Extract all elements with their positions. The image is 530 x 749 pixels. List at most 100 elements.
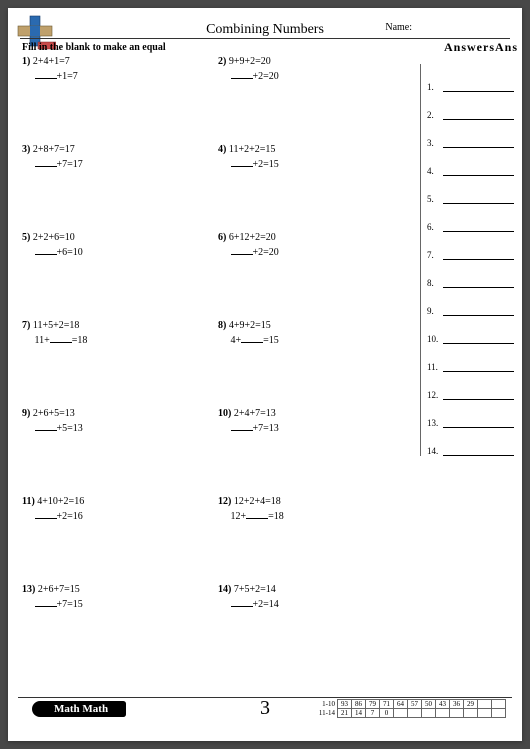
problem-blank-line: 12+=18 bbox=[218, 509, 414, 524]
problem-item: 5) 2+2+6=10 +6=10 bbox=[22, 230, 218, 318]
answer-blank[interactable] bbox=[231, 245, 253, 255]
answer-blank[interactable] bbox=[35, 69, 57, 79]
answer-slot-number: 5. bbox=[427, 194, 441, 204]
answer-blank[interactable] bbox=[231, 421, 253, 431]
answer-blank[interactable] bbox=[241, 333, 263, 343]
problem-item: 11) 4+10+2=16 +2=16 bbox=[22, 494, 218, 582]
problem-blank-line: +6=10 bbox=[22, 245, 218, 260]
answer-slot-line[interactable] bbox=[443, 166, 514, 176]
answer-slot-line[interactable] bbox=[443, 194, 514, 204]
answer-slot: 3. bbox=[427, 120, 514, 148]
score-cell: 36 bbox=[450, 700, 464, 709]
answer-slot: 2. bbox=[427, 92, 514, 120]
answer-slot-line[interactable] bbox=[443, 306, 514, 316]
answer-slot-line[interactable] bbox=[443, 334, 514, 344]
score-grid: 1-109386797164575043362911-14211470 bbox=[316, 699, 507, 718]
score-cell: 14 bbox=[352, 709, 366, 718]
problem-equation: 9) 2+6+5=13 bbox=[22, 406, 218, 421]
answer-slot-number: 10. bbox=[427, 334, 441, 344]
answer-slot-number: 1. bbox=[427, 82, 441, 92]
answer-slot: 1. bbox=[427, 64, 514, 92]
problem-equation: 12) 12+2+4=18 bbox=[218, 494, 414, 509]
score-cell bbox=[450, 709, 464, 718]
problem-equation: 14) 7+5+2=14 bbox=[218, 582, 414, 597]
problem-number: 3) bbox=[22, 142, 30, 157]
answer-slot-number: 3. bbox=[427, 138, 441, 148]
answer-slot-number: 2. bbox=[427, 110, 441, 120]
score-cell bbox=[464, 709, 478, 718]
problem-number: 8) bbox=[218, 318, 226, 333]
answer-slot-line[interactable] bbox=[443, 362, 514, 372]
answer-slot-number: 9. bbox=[427, 306, 441, 316]
answer-slot-number: 13. bbox=[427, 418, 441, 428]
answer-slot: 12. bbox=[427, 372, 514, 400]
score-cell bbox=[408, 709, 422, 718]
header-rule bbox=[20, 38, 510, 39]
answer-blank[interactable] bbox=[231, 597, 253, 607]
problem-equation: 3) 2+8+7=17 bbox=[22, 142, 218, 157]
answer-slot-line[interactable] bbox=[443, 446, 514, 456]
answer-slot-number: 4. bbox=[427, 166, 441, 176]
answer-blank[interactable] bbox=[50, 333, 72, 343]
problem-equation: 6) 6+12+2=20 bbox=[218, 230, 414, 245]
score-cell: 71 bbox=[380, 700, 394, 709]
problem-number: 14) bbox=[218, 582, 231, 597]
problem-blank-line: +1=7 bbox=[22, 69, 218, 84]
problem-equation: 7) 11+5+2=18 bbox=[22, 318, 218, 333]
problem-equation: 11) 4+10+2=16 bbox=[22, 494, 218, 509]
answer-blank[interactable] bbox=[246, 509, 268, 519]
score-cell: 0 bbox=[380, 709, 394, 718]
instruction-text: Fill in the blank to make an equal bbox=[22, 42, 166, 53]
answer-slot-line[interactable] bbox=[443, 278, 514, 288]
problem-item: 9) 2+6+5=13 +5=13 bbox=[22, 406, 218, 494]
answer-slot-number: 14. bbox=[427, 446, 441, 456]
answer-blank[interactable] bbox=[35, 509, 57, 519]
problem-equation: 13) 2+6+7=15 bbox=[22, 582, 218, 597]
answer-slot-line[interactable] bbox=[443, 418, 514, 428]
problem-number: 7) bbox=[22, 318, 30, 333]
problem-number: 10) bbox=[218, 406, 231, 421]
answer-slot-line[interactable] bbox=[443, 138, 514, 148]
answer-blank[interactable] bbox=[35, 245, 57, 255]
answer-slot: 8. bbox=[427, 260, 514, 288]
answer-slot: 14. bbox=[427, 428, 514, 456]
problem-blank-line: +7=15 bbox=[22, 597, 218, 612]
score-row-label: 11-14 bbox=[316, 709, 338, 718]
answer-slot-line[interactable] bbox=[443, 222, 514, 232]
problem-number: 6) bbox=[218, 230, 226, 245]
problem-equation: 8) 4+9+2=15 bbox=[218, 318, 414, 333]
answer-blank[interactable] bbox=[231, 69, 253, 79]
answer-slot: 6. bbox=[427, 204, 514, 232]
score-cell: 50 bbox=[422, 700, 436, 709]
answer-blank[interactable] bbox=[231, 157, 253, 167]
problem-blank-line: +2=16 bbox=[22, 509, 218, 524]
answer-slot: 9. bbox=[427, 288, 514, 316]
problem-equation: 1) 2+4+1=7 bbox=[22, 54, 218, 69]
answer-blank[interactable] bbox=[35, 421, 57, 431]
answer-slot: 4. bbox=[427, 148, 514, 176]
score-cell bbox=[478, 709, 492, 718]
answer-slot: 5. bbox=[427, 176, 514, 204]
answer-slot-line[interactable] bbox=[443, 82, 514, 92]
answer-slot-line[interactable] bbox=[443, 110, 514, 120]
score-cell: 93 bbox=[338, 700, 352, 709]
answer-blank[interactable] bbox=[35, 157, 57, 167]
name-label: Name: bbox=[385, 22, 412, 33]
problem-item: 3) 2+8+7=17 +7=17 bbox=[22, 142, 218, 230]
footer-badge: Math Math bbox=[32, 701, 126, 717]
answer-slot-line[interactable] bbox=[443, 250, 514, 260]
footer: Math Math 3 1-109386797164575043362911-1… bbox=[18, 697, 512, 721]
answer-slot-number: 8. bbox=[427, 278, 441, 288]
score-cell: 79 bbox=[366, 700, 380, 709]
worksheet-title: Combining Numbers bbox=[8, 8, 522, 38]
score-cell bbox=[478, 700, 492, 709]
answer-slot-number: 6. bbox=[427, 222, 441, 232]
problem-item: 12) 12+2+4=18 12+=18 bbox=[218, 494, 414, 582]
answer-slot-number: 12. bbox=[427, 390, 441, 400]
problem-blank-line: +2=20 bbox=[218, 69, 414, 84]
answer-blank[interactable] bbox=[35, 597, 57, 607]
problem-number: 11) bbox=[22, 494, 35, 509]
answer-slot-line[interactable] bbox=[443, 390, 514, 400]
problem-blank-line: +7=13 bbox=[218, 421, 414, 436]
problem-blank-line: +2=20 bbox=[218, 245, 414, 260]
